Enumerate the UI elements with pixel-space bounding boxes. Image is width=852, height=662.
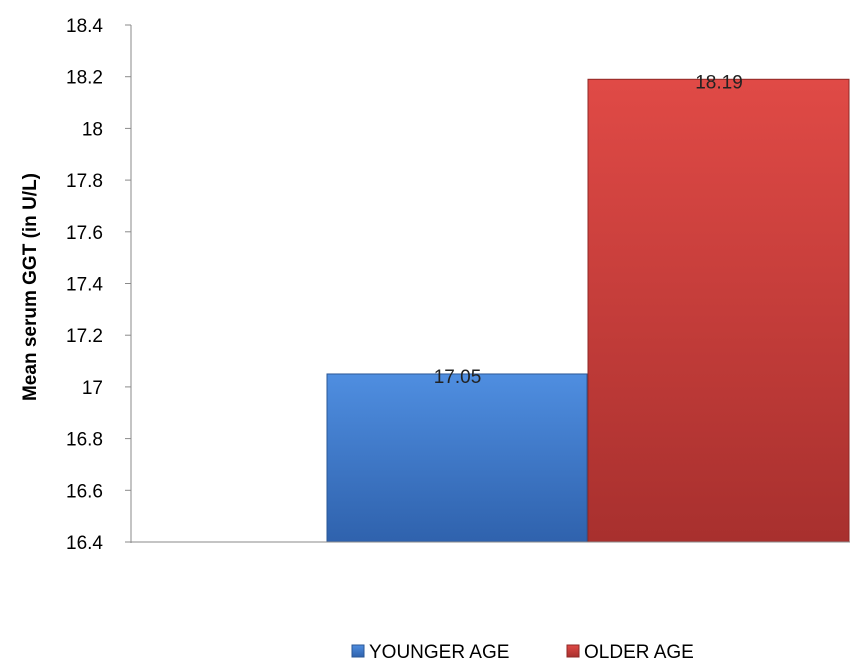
y-tick-label: 16.6 — [66, 481, 103, 502]
y-tick-label: 18 — [82, 119, 103, 140]
legend-swatch — [351, 644, 365, 658]
y-tick-label: 18.4 — [66, 16, 103, 37]
y-tick-label: 17.2 — [66, 326, 103, 347]
bar-older-age — [587, 78, 850, 543]
y-tick-label: 16.4 — [66, 533, 103, 554]
data-labels-group: 17.05 18.19 — [434, 72, 743, 388]
y-tick-label: 16.8 — [66, 430, 103, 451]
y-tick-label: 17.8 — [66, 171, 103, 192]
legend-label: YOUNGER AGE — [369, 642, 509, 662]
y-axis-title: Mean serum GGT (in U/L) — [20, 173, 41, 401]
data-label: 18.19 — [695, 72, 743, 93]
legend-label: OLDER AGE — [584, 642, 694, 662]
axes-group: 16.4 16.6 16.8 17 17.2 17.4 17.6 17.8 18 18.2 18.4 — [66, 16, 850, 554]
y-tick-label: 17.6 — [66, 223, 103, 244]
bar-younger-age — [326, 373, 588, 543]
data-label: 17.05 — [434, 367, 482, 388]
legend-swatch — [566, 644, 580, 658]
y-tick-label: 17 — [82, 378, 103, 399]
legend: YOUNGER AGE OLDER AGE — [351, 642, 694, 662]
y-tick-label: 17.4 — [66, 275, 103, 296]
y-tick-label: 18.2 — [66, 68, 103, 89]
bars-group — [326, 78, 850, 543]
